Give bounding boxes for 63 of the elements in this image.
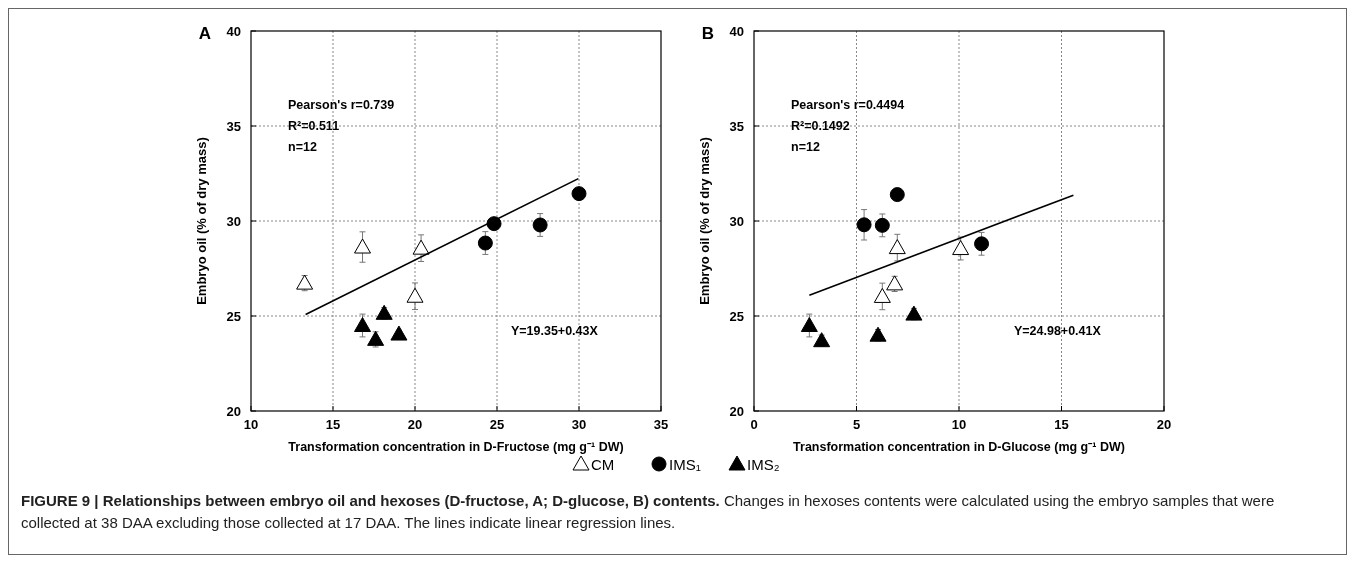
x-tick-label: 5: [852, 417, 861, 432]
point: [952, 240, 970, 256]
point: [375, 304, 393, 320]
point: [367, 330, 385, 346]
y-axis-title: Embryo oil (% of dry mass): [194, 137, 209, 305]
x-tick-label: 15: [1054, 417, 1069, 432]
annotation: n=12: [791, 139, 820, 154]
x-tick-label: 35: [653, 417, 669, 432]
annotation: n=12: [288, 139, 317, 154]
y-tick-label: 30: [729, 214, 744, 229]
x-tick-label: 30: [571, 417, 587, 432]
point: [571, 186, 587, 202]
x-tick-label: 20: [407, 417, 423, 432]
y-tick-label: 20: [226, 404, 241, 419]
x-tick-label: 0: [750, 417, 758, 432]
point: [905, 305, 923, 321]
point: [412, 239, 430, 255]
point: [889, 187, 905, 203]
y-tick-label: 40: [226, 24, 241, 39]
point: [886, 275, 904, 291]
chart-title: B: [701, 24, 714, 43]
annotation: Pearson's r=0.4494: [791, 97, 905, 112]
y-tick-label: 40: [729, 24, 744, 39]
annotation: R²=0.511: [288, 118, 340, 133]
point: [354, 317, 372, 332]
point: [888, 239, 906, 255]
point: [406, 287, 424, 303]
y-tick-label: 25: [729, 309, 744, 324]
x-tick-label: 20: [1156, 417, 1172, 432]
point: [390, 325, 408, 341]
x-axis-title: Transformation concentration in D-Fructose (mg g⁻¹ DW): [288, 440, 624, 454]
annotation: Y=24.98+0.41X: [1013, 324, 1102, 338]
chart-title: A: [198, 24, 211, 43]
point: [813, 332, 831, 348]
y-tick-label: 35: [226, 119, 241, 134]
y-axis-title: Embryo oil (% of dry mass): [697, 137, 712, 305]
annotation: Y=19.35+0.43X: [510, 324, 599, 338]
legend-label: IMS₁: [669, 456, 701, 473]
point: [477, 235, 493, 251]
point: [486, 216, 502, 232]
y-tick-label: 30: [226, 214, 241, 229]
x-tick-label: 10: [951, 417, 967, 432]
point: [354, 238, 372, 254]
x-axis-title: Transformation concentration in D-Glucose (mg g⁻¹ DW): [793, 440, 1125, 454]
point: [873, 287, 891, 303]
point: [869, 326, 887, 342]
y-tick-label: 35: [729, 119, 744, 134]
caption: FIGURE 9 | Relationships between embryo oil and hexoses (D-fructose, A; D-glucose, B) contents.: [21, 492, 720, 509]
x-tick-label: 10: [243, 417, 259, 432]
x-tick-label: 25: [489, 417, 505, 432]
point: [974, 236, 990, 252]
y-tick-label: 20: [729, 404, 744, 419]
point: [856, 217, 872, 233]
annotation: R²=0.1492: [791, 118, 850, 133]
annotation: Pearson's r=0.739: [288, 97, 395, 112]
x-tick-label: 15: [325, 417, 341, 432]
point: [296, 274, 314, 290]
legend-label: CM: [591, 456, 615, 473]
point: [800, 317, 818, 332]
legend-label: IMS₂: [747, 456, 780, 473]
point: [532, 217, 548, 233]
y-tick-label: 25: [226, 309, 241, 324]
point: [874, 217, 890, 233]
